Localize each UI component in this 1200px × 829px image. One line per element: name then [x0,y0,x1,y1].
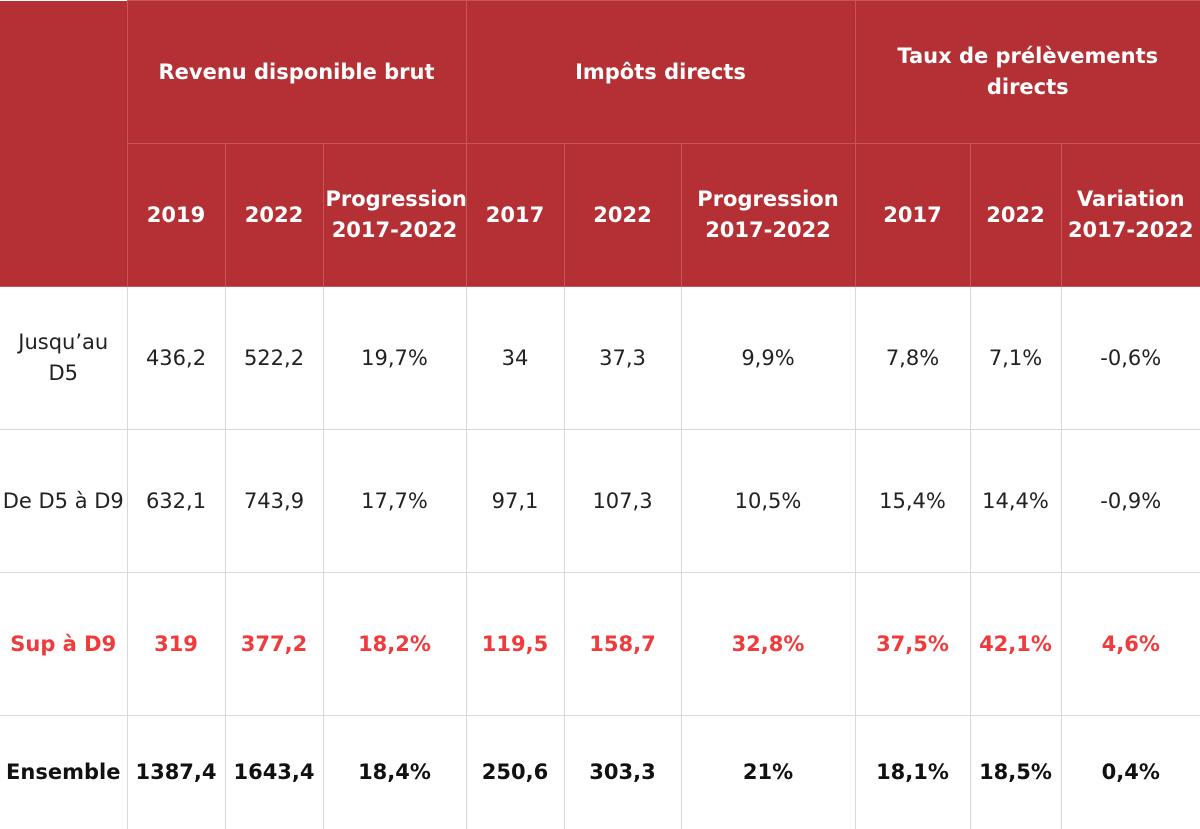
table-cell: -0,6% [1060,286,1200,430]
table-cell: 34 [465,286,565,430]
table-cell: 1387,4 [126,715,226,829]
table-cell: 42,1% [969,572,1062,716]
column-header: 2017 [854,143,971,287]
table-row: Jusqu’au D5 436,2 522,2 19,7% 34 37,3 9,… [0,286,1200,430]
group-header: Revenu disponible brut [126,0,467,144]
table-row-highlighted: Sup à D9 319 377,2 18,2% 119,5 158,7 32,… [0,572,1200,716]
table-cell: 107,3 [563,429,682,573]
table-cell: 319 [126,572,226,716]
table-cell: 7,8% [854,286,971,430]
table-cell: 37,3 [563,286,682,430]
row-label: Ensemble [0,715,128,829]
table-cell: 37,5% [854,572,971,716]
row-label: Sup à D9 [0,572,128,716]
table-cell: 0,4% [1060,715,1200,829]
table-cell: 7,1% [969,286,1062,430]
table-cell: -0,9% [1060,429,1200,573]
corner-cell [0,0,128,287]
table-cell: 14,4% [969,429,1062,573]
table-cell: 10,5% [680,429,856,573]
table-cell: 436,2 [126,286,226,430]
table-cell: 18,4% [322,715,467,829]
table-cell: 250,6 [465,715,565,829]
table-cell: 18,5% [969,715,1062,829]
column-header: 2022 [563,143,682,287]
table-row-total: Ensemble 1387,4 1643,4 18,4% 250,6 303,3… [0,715,1200,829]
table-cell: 1643,4 [224,715,324,829]
column-header: Progression 2017-2022 [322,143,467,287]
table-cell: 15,4% [854,429,971,573]
table-cell: 97,1 [465,429,565,573]
group-header: Impôts directs [465,0,856,144]
table-cell: 17,7% [322,429,467,573]
table-cell: 4,6% [1060,572,1200,716]
table-row: De D5 à D9 632,1 743,9 17,7% 97,1 107,3 … [0,429,1200,573]
table-cell: 18,2% [322,572,467,716]
row-label: De D5 à D9 [0,429,128,573]
group-header-row: Revenu disponible brut Impôts directs Ta… [0,0,1200,287]
table-cell: 158,7 [563,572,682,716]
column-header-row: 2019 2022 Progression 2017-2022 2017 202… [0,143,1200,287]
table-cell: 19,7% [322,286,467,430]
table-cell: 303,3 [563,715,682,829]
column-header: 2022 [224,143,324,287]
group-header: Taux de prélèvements directs [854,0,1200,144]
table-cell: 18,1% [854,715,971,829]
table-cell: 377,2 [224,572,324,716]
row-label: Jusqu’au D5 [0,286,128,430]
column-header: 2022 [969,143,1062,287]
table-cell: 9,9% [680,286,856,430]
column-header: Variation 2017-2022 [1060,143,1200,287]
table-cell: 21% [680,715,856,829]
table-cell: 743,9 [224,429,324,573]
table-cell: 522,2 [224,286,324,430]
column-header: 2019 [127,143,226,287]
table-cell: 632,1 [126,429,226,573]
table-cell: 32,8% [680,572,856,716]
column-header: Progression 2017-2022 [680,143,856,287]
table-cell: 119,5 [465,572,565,716]
column-header: 2017 [465,143,565,287]
